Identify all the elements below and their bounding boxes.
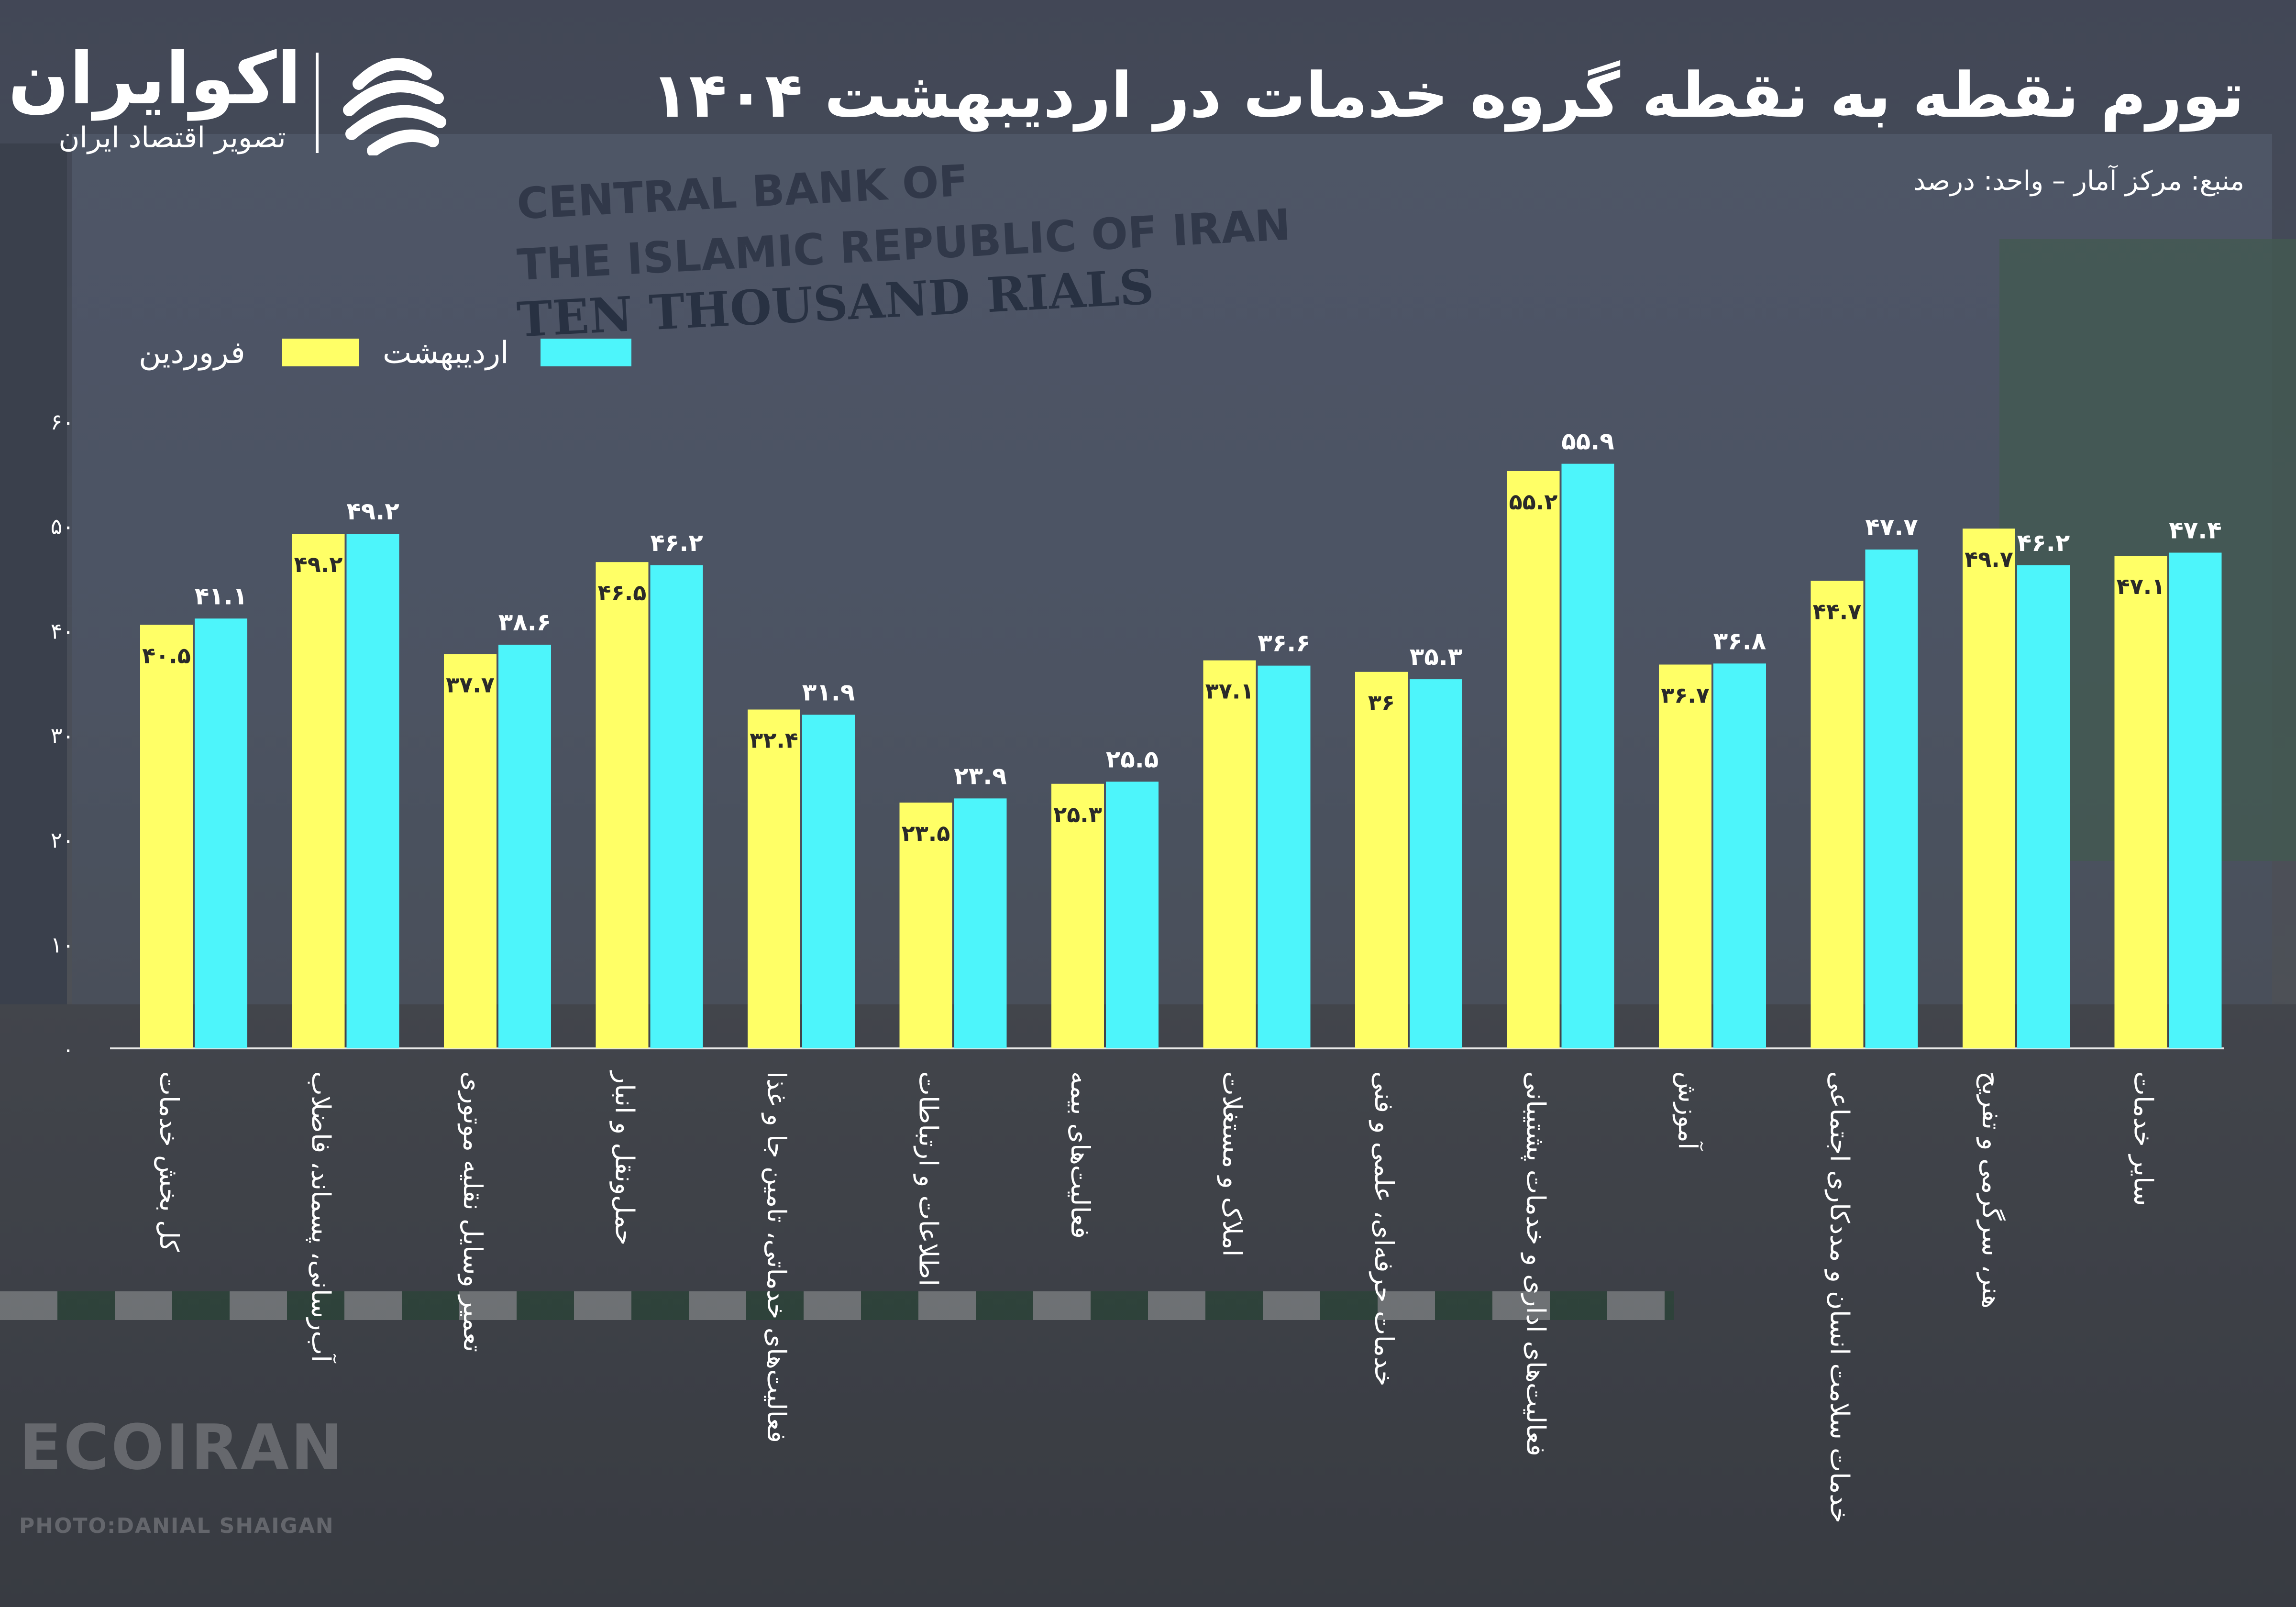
data-label-farvardin: ۴۴.۷: [1813, 599, 1862, 625]
data-label-farvardin: ۳۶: [1368, 690, 1395, 715]
bar-ordibehesht: [954, 798, 1007, 1048]
data-label-ordibehesht: ۲۳.۹: [954, 762, 1007, 790]
bar-farvardin: [1355, 671, 1408, 1048]
bar-farvardin: [292, 534, 345, 1048]
bar-ordibehesht: [195, 618, 247, 1048]
bar-ordibehesht: [346, 534, 399, 1048]
legend-label-ordibehesht: اردیبهشت: [383, 335, 509, 371]
bar-ordibehesht: [1258, 665, 1311, 1048]
data-label-ordibehesht: ۳۶.۶: [1258, 629, 1311, 657]
x-tick-label: فعالیت‌های خدماتی، تامین جا و غذا: [762, 1071, 792, 1443]
legend-swatch-ordibehesht: [541, 339, 631, 366]
y-tick-label: ۴۰: [51, 618, 74, 644]
data-label-farvardin: ۳۶.۷: [1661, 682, 1710, 708]
x-tick-label: فعالیت‌های بیمه: [1065, 1071, 1095, 1239]
x-tick-label: آب‌رسانی، پسماند، فاضلاب: [306, 1071, 337, 1363]
data-label-ordibehesht: ۳۶.۸: [1713, 627, 1766, 655]
bar-farvardin: [2114, 556, 2167, 1048]
data-label-farvardin: ۳۷.۷: [446, 672, 495, 698]
bar-ordibehesht: [1865, 549, 1918, 1048]
x-tick-label: آموزش: [1673, 1071, 1703, 1151]
bar-ordibehesht: [1106, 781, 1159, 1048]
data-label-farvardin: ۲۳.۵: [902, 820, 950, 846]
x-tick-label: حمل‌ونقل و انبار: [610, 1070, 640, 1245]
data-label-ordibehesht: ۴۷.۴: [2169, 517, 2222, 544]
bar-farvardin: [1963, 528, 2015, 1048]
bar-farvardin: [596, 562, 649, 1048]
x-tick-label: فعالیت‌های اداری و خدمات پشتیبانی: [1521, 1071, 1551, 1456]
bar-ordibehesht: [498, 644, 551, 1048]
brand-divider: [316, 53, 319, 153]
bar-farvardin: [1203, 660, 1256, 1048]
y-tick-label: ۵۰: [51, 514, 74, 539]
bar-farvardin: [1659, 664, 1711, 1048]
watermark: ECOIRAN: [19, 1411, 345, 1484]
legend-swatch-farvardin: [282, 339, 359, 366]
bar-farvardin: [444, 654, 497, 1048]
data-label-ordibehesht: ۴۶.۲: [650, 529, 703, 557]
bar-ordibehesht: [1561, 463, 1614, 1048]
brand-name: اکوایران: [8, 37, 301, 121]
brand-tagline: تصویر اقتصاد ایران: [58, 121, 286, 154]
data-label-farvardin: ۴۰.۵: [142, 642, 191, 668]
bar-ordibehesht: [1713, 663, 1766, 1048]
legend-label-farvardin: فروردین: [139, 335, 245, 371]
watermark-credit: PHOTO:DANIAL SHAIGAN: [19, 1514, 334, 1538]
x-tick-label: هنر، سرگرمی و تفریح: [1976, 1071, 2007, 1309]
x-tick-label: اطلاعات و ارتباطات: [914, 1071, 944, 1286]
bar-ordibehesht: [802, 715, 855, 1048]
data-label-ordibehesht: ۳۱.۹: [802, 678, 855, 706]
data-label-farvardin: ۴۹.۲: [294, 551, 343, 577]
y-tick-label: ۶۰: [51, 409, 74, 435]
data-label-ordibehesht: ۴۱.۱: [195, 582, 248, 610]
x-tick-label: املاک و مستغلات: [1217, 1071, 1247, 1256]
bar-ordibehesht: [2017, 565, 2070, 1048]
bar-farvardin: [1051, 783, 1104, 1048]
data-label-farvardin: ۴۹.۷: [1965, 546, 2013, 572]
data-label-ordibehesht: ۵۵.۹: [1561, 428, 1614, 455]
bar-farvardin: [748, 709, 800, 1048]
data-label-ordibehesht: ۴۹.۲: [346, 497, 399, 525]
data-label-farvardin: ۳۲.۴: [750, 727, 798, 753]
y-tick-label: ۳۰: [51, 723, 74, 748]
data-label-farvardin: ۴۷.۱: [2117, 573, 2165, 599]
bar-farvardin: [1810, 581, 1864, 1048]
data-label-farvardin: ۳۷.۱: [1205, 678, 1254, 704]
y-tick-label: ۱۰: [51, 932, 74, 958]
data-label-ordibehesht: ۴۷.۷: [1865, 513, 1918, 541]
y-tick-label: ۲۰: [51, 827, 74, 853]
x-tick-label: خدمات سلامت انسان و مددکاری اجتماعی: [1825, 1071, 1855, 1523]
data-label-ordibehesht: ۴۶.۲: [2017, 529, 2070, 557]
left-building: [0, 143, 67, 1004]
x-tick-label: خدمات حرفه‌ای، علمی و فنی: [1369, 1071, 1399, 1387]
data-label-farvardin: ۴۶.۵: [598, 580, 647, 605]
road-curb: [0, 1291, 1674, 1320]
chart-source: منبع: مرکز آمار – واحد: درصد: [1913, 165, 2244, 197]
data-label-ordibehesht: ۳۵.۳: [1410, 643, 1463, 671]
x-tick-label: کل بخش خدمات: [154, 1071, 184, 1252]
bar-farvardin: [1507, 471, 1560, 1049]
chart-title: تورم نقطه به نقطه گروه خدمات در اردیبهشت…: [651, 59, 2244, 132]
bar-farvardin: [899, 803, 952, 1048]
data-label-ordibehesht: ۳۸.۶: [498, 608, 552, 636]
x-tick-label: سایر خدمات: [2129, 1071, 2159, 1206]
y-tick-label: ۰: [62, 1036, 74, 1062]
bar-ordibehesht: [650, 565, 703, 1048]
bar-ordibehesht: [1410, 679, 1462, 1048]
data-label-ordibehesht: ۲۵.۵: [1106, 745, 1159, 773]
x-tick-label: تعمیر وسایل نقلیه موتوری: [458, 1071, 488, 1352]
bar-ordibehesht: [2169, 552, 2222, 1048]
ecoiran-logo-icon: [343, 58, 446, 155]
data-label-farvardin: ۲۵.۳: [1053, 802, 1102, 827]
bar-farvardin: [140, 625, 193, 1048]
data-label-farvardin: ۵۵.۲: [1509, 489, 1558, 515]
